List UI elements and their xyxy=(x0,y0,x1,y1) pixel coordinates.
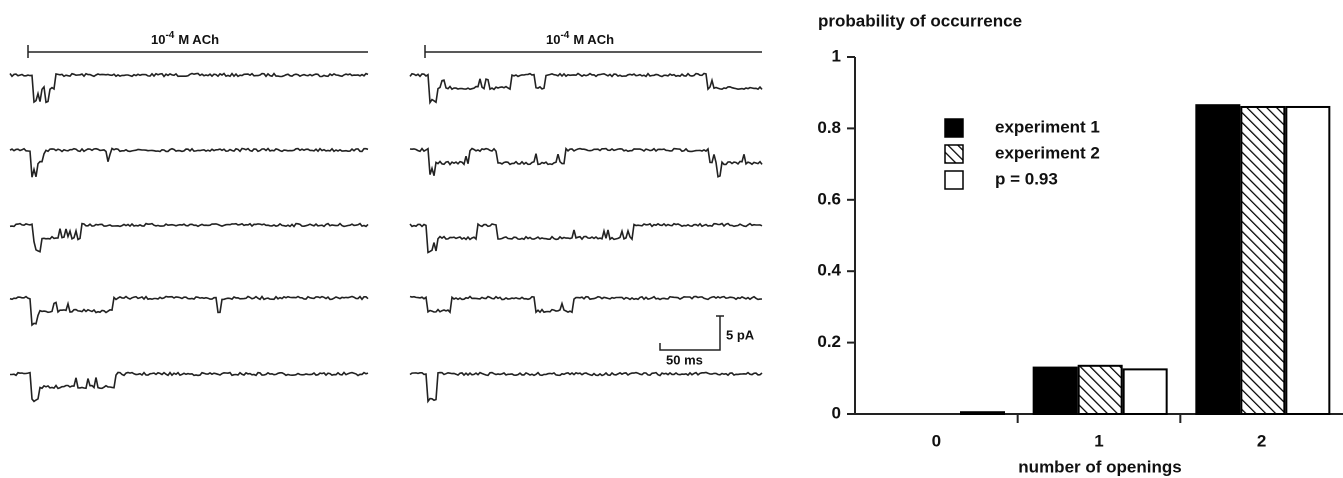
bar xyxy=(1195,104,1241,415)
y-tick-label: 0.8 xyxy=(817,118,841,137)
y-tick-label: 0.4 xyxy=(817,261,841,280)
x-tick-label: 0 xyxy=(932,431,941,450)
current-trace xyxy=(9,222,369,253)
legend-label: experiment 1 xyxy=(995,117,1100,136)
bar xyxy=(1285,105,1331,415)
scale-bar xyxy=(659,315,724,351)
legend-swatch xyxy=(944,144,964,164)
legend-label: p = 0.93 xyxy=(995,169,1058,188)
label-exponent: -4 xyxy=(165,30,174,41)
y-tick-label: 0.2 xyxy=(817,332,841,351)
x-axis-title: number of openings xyxy=(1018,457,1181,476)
bar xyxy=(1077,364,1123,415)
x-tick-label: 1 xyxy=(1094,431,1103,450)
current-trace xyxy=(9,147,369,178)
scale-time: 50 ms xyxy=(666,352,703,367)
current-trace xyxy=(409,146,763,178)
legend-label: experiment 2 xyxy=(995,143,1100,162)
y-tick-label: 0 xyxy=(832,403,841,422)
drug-label: 10-4 M ACh xyxy=(546,30,614,48)
current-trace xyxy=(9,72,369,104)
current-trace xyxy=(10,371,369,403)
label-text: M ACh xyxy=(178,32,219,47)
traces xyxy=(9,72,763,404)
bar xyxy=(1122,368,1168,415)
label-text: M ACh xyxy=(573,32,614,47)
y-tick-label: 0.6 xyxy=(817,189,841,208)
legend-swatch xyxy=(944,118,964,138)
current-trace xyxy=(409,371,763,404)
label-exponent: -4 xyxy=(560,30,569,41)
current-trace xyxy=(409,295,763,314)
y-axis-title: probability of occurrence xyxy=(818,11,1022,30)
bar xyxy=(960,411,1005,415)
current-trace xyxy=(9,295,369,327)
label-base: 10 xyxy=(546,32,560,47)
drug-label: 10-4 M ACh xyxy=(151,30,219,48)
y-tick-label: 1 xyxy=(832,46,841,65)
current-trace xyxy=(409,222,763,254)
legend-swatch xyxy=(944,170,964,190)
scale-current: 5 pA xyxy=(726,327,755,342)
bar xyxy=(1240,105,1286,415)
bar xyxy=(1032,366,1078,415)
current-trace xyxy=(409,72,763,105)
label-base: 10 xyxy=(151,32,165,47)
x-tick-label: 2 xyxy=(1257,431,1266,450)
